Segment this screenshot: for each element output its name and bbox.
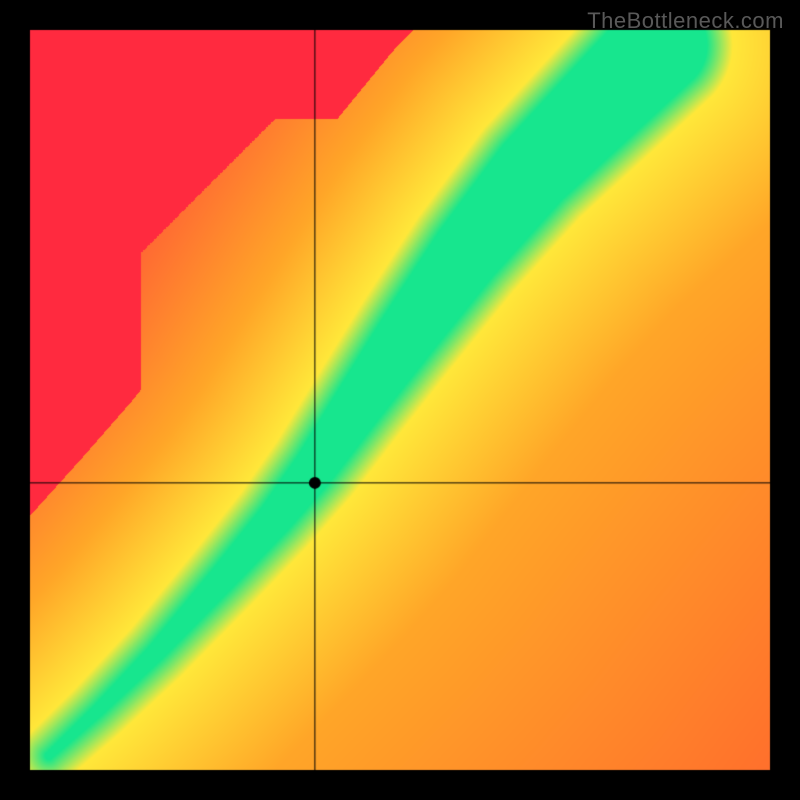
watermark-text: TheBottleneck.com bbox=[587, 8, 784, 34]
chart-container: TheBottleneck.com bbox=[0, 0, 800, 800]
heatmap-canvas bbox=[0, 0, 800, 800]
